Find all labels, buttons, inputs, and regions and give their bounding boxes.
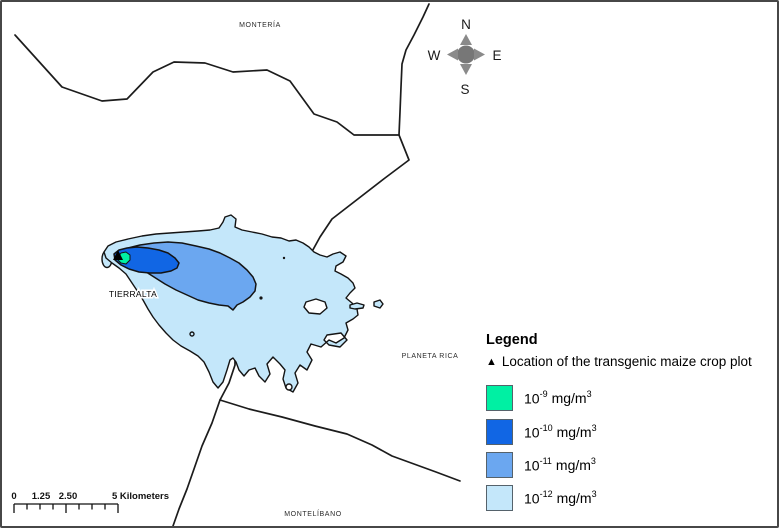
legend-marker-row: ▲ Location of the transgenic maize crop … [486,354,752,369]
plume-island [189,331,195,337]
place-label-tierralta: TIERRALTA [109,289,157,299]
legend-item-1e-11: 10-11 mg/m3 [486,452,596,478]
road-central [304,134,410,263]
legend-swatch-1e-11 [486,452,513,478]
plume-level-10 [113,246,180,274]
legend: Legend ▲ Location of the transgenic maiz… [486,332,777,522]
legend-title: Legend [486,332,538,348]
road-south [172,357,236,526]
legend-item-label: 10-10 mg/m3 [524,422,597,441]
plume-island [349,302,365,310]
plume-hole [285,383,293,391]
place-label-montelibano: MONTELÍBANO [284,509,342,518]
road-north [14,34,400,136]
place-label-monteria: MONTERÍA [239,20,281,29]
compass-label-n: N [461,17,471,32]
plume-island [373,299,384,309]
legend-swatch-1e-12 [486,485,513,511]
compass-needle-east [474,48,485,61]
legend-swatch-1e-9 [486,385,513,411]
crop-plot-marker [113,250,123,260]
legend-swatch-1e-10 [486,419,513,445]
legend-item-1e-9: 10-9 mg/m3 [486,385,592,411]
compass-needle-west [447,48,458,61]
scale-label-0: 0 [11,491,16,502]
plume-dot [259,296,263,300]
legend-marker-label: Location of the transgenic maize crop pl… [501,354,752,369]
compass-label-w: W [428,48,441,63]
legend-item-label: 10-12 mg/m3 [524,488,597,507]
legend-item-label: 10-11 mg/m3 [524,455,596,474]
scale-label-2-50: 2.50 [59,491,78,502]
plume-level-9 [117,251,131,265]
compass-needle-south [460,64,472,75]
compass-needle-north [460,34,472,45]
scale-label-1-25: 1.25 [32,491,51,502]
scale-label-5km: 5 Kilometers [112,491,169,502]
road-southeast [219,399,461,482]
compass-rose: N S W E [428,17,502,97]
legend-item-1e-12: 10-12 mg/m3 [486,485,597,511]
compass-hub [457,45,475,64]
compass-label-s: S [460,82,469,97]
scale-bar: 0 1.25 2.50 5 Kilometers [11,491,169,513]
compass-label-e: E [492,48,501,63]
place-label-planeta-rica: PLANETA RICA [402,353,459,360]
crop-plot-triangle-icon: ▲ [486,355,497,368]
plume-dot [282,256,286,260]
road-northeast [398,3,430,136]
legend-item-1e-10: 10-10 mg/m3 [486,419,597,445]
legend-item-label: 10-9 mg/m3 [524,388,592,407]
